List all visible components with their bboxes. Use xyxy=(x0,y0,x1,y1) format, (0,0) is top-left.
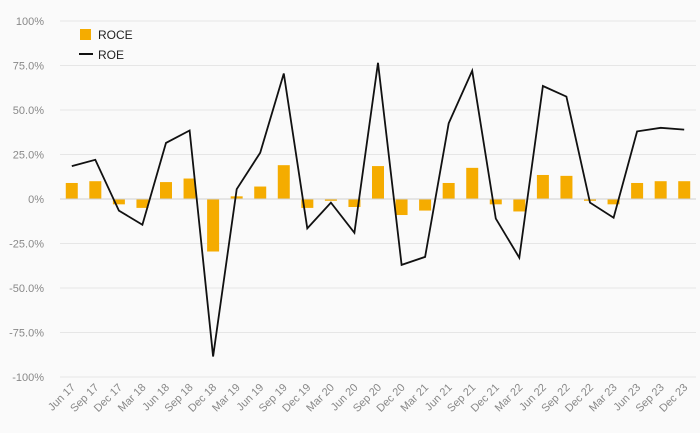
roe-line xyxy=(71,62,685,357)
y-tick-label: 50.0% xyxy=(13,105,44,117)
legend-roe-label: ROE xyxy=(98,48,124,62)
roce-bar xyxy=(301,199,314,208)
roce-bar xyxy=(466,167,479,199)
roce-bar xyxy=(631,182,644,199)
roe-line-layer xyxy=(71,62,685,357)
roce-bar xyxy=(89,181,102,199)
roce-bar xyxy=(277,165,290,199)
roce-bar xyxy=(560,175,573,199)
legend-roce-swatch xyxy=(80,29,91,40)
y-tick-label: -50.0% xyxy=(9,283,44,295)
roce-bar xyxy=(207,199,220,252)
roce-bar xyxy=(654,181,667,199)
roce-bar xyxy=(513,199,526,212)
roce-bar xyxy=(348,199,361,208)
roce-bar xyxy=(65,182,78,199)
roce-bar xyxy=(372,166,384,199)
y-tick-label: 25.0% xyxy=(13,150,44,162)
roce-bar xyxy=(254,186,267,199)
y-tick-label: -25.0% xyxy=(9,239,44,251)
roce-bar xyxy=(536,174,549,199)
roce-bar xyxy=(136,199,149,208)
roce-bar xyxy=(183,178,196,199)
roce-bar xyxy=(230,196,243,199)
roce-bars xyxy=(65,165,691,252)
legend-roce-label: ROCE xyxy=(98,28,133,42)
roce-bar xyxy=(160,182,172,199)
roce-bar xyxy=(678,181,691,199)
y-tick-label: -100% xyxy=(12,372,44,384)
roce-bar xyxy=(442,182,455,199)
roce-bar xyxy=(607,199,620,205)
roce-bar xyxy=(419,199,432,211)
roce-bar xyxy=(395,199,408,216)
roce-bar xyxy=(489,199,502,205)
roce-bar xyxy=(112,199,125,205)
y-axis-tick-labels: 100% 75.0% 50.0% 25.0% 0% -25.0% -50.0% -75.0% -… xyxy=(9,16,44,384)
legend: ROCE ROE xyxy=(79,28,133,62)
y-tick-label: 0% xyxy=(28,194,44,206)
roce-bar xyxy=(324,199,337,201)
y-tick-label: -75.0% xyxy=(9,328,44,340)
y-tick-label: 75.0% xyxy=(13,61,44,73)
y-tick-label: 100% xyxy=(16,16,44,28)
